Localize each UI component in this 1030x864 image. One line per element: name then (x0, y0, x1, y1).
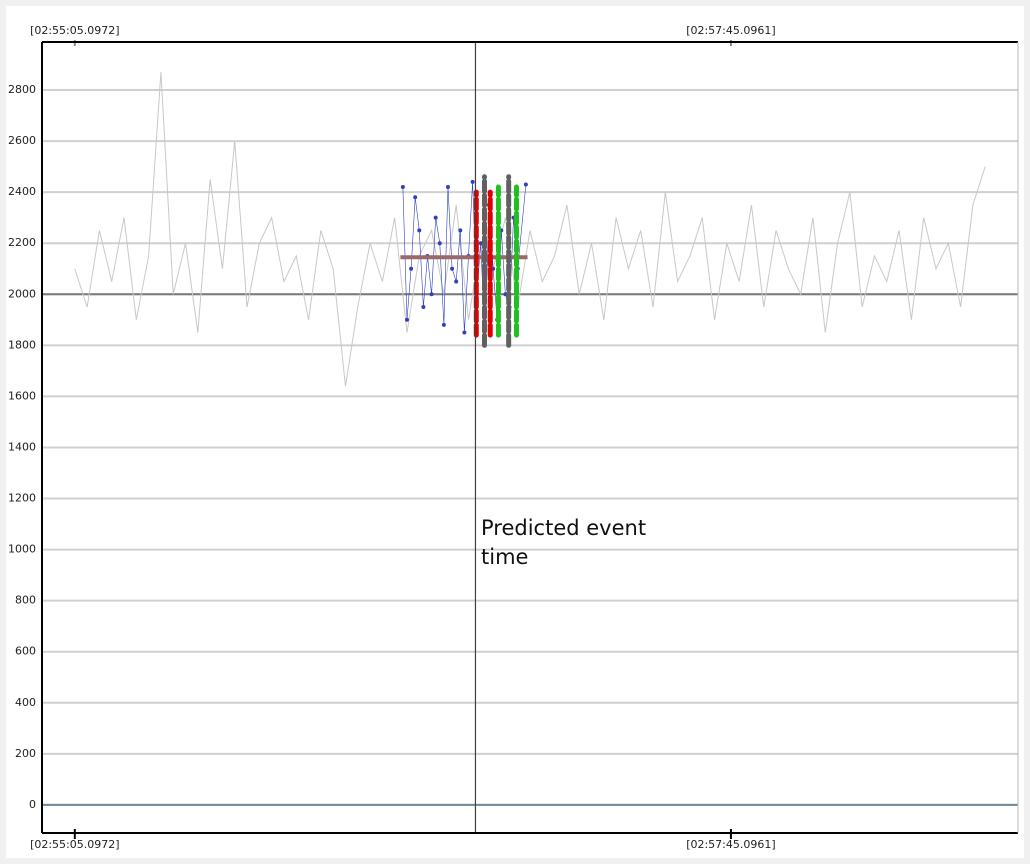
annotation: Predicted event time (481, 516, 647, 569)
y-tick-label: 400 (15, 696, 36, 709)
x-tick-label-bottom: [02:55:05.0972] (30, 838, 119, 851)
panel (6, 6, 1024, 858)
data-point (462, 330, 467, 335)
data-point (413, 195, 418, 200)
data-point (478, 241, 483, 246)
data-point (445, 185, 450, 190)
data-point (441, 322, 446, 327)
y-tick-label: 2200 (8, 236, 36, 249)
data-point (450, 266, 455, 271)
x-tick-label-top: [02:57:45.0961] (686, 24, 775, 37)
y-tick-label: 2800 (8, 83, 36, 96)
x-tick-label-bottom: [02:57:45.0961] (686, 838, 775, 851)
data-point (433, 215, 438, 220)
data-point (429, 292, 434, 297)
data-point (421, 305, 426, 310)
data-point (400, 185, 405, 190)
y-tick-label: 2600 (8, 134, 36, 147)
y-tick-label: 2000 (8, 287, 36, 300)
series-line (74, 72, 986, 387)
y-tick-label: 1000 (8, 543, 36, 556)
y-tick-label: 200 (15, 747, 36, 760)
data-point (409, 266, 414, 271)
y-tick-label: 600 (15, 645, 36, 658)
y-tick-label: 1400 (8, 440, 36, 453)
data-point (458, 228, 463, 233)
y-tick-label: 1600 (8, 389, 36, 402)
data-point (470, 179, 475, 184)
data-point (417, 228, 422, 233)
y-tick-label: 1200 (8, 492, 36, 505)
y-tick-label: 1800 (8, 338, 36, 351)
y-tick-label: 0 (29, 798, 36, 811)
data-point (404, 317, 409, 322)
y-tick-label: 2400 (8, 185, 36, 198)
y-tick-label: 800 (15, 594, 36, 607)
data-point (437, 241, 442, 246)
x-tick-label-top: [02:55:05.0972] (30, 24, 119, 37)
data-point (523, 182, 528, 187)
data-point (454, 279, 459, 284)
series-line (402, 181, 527, 341)
